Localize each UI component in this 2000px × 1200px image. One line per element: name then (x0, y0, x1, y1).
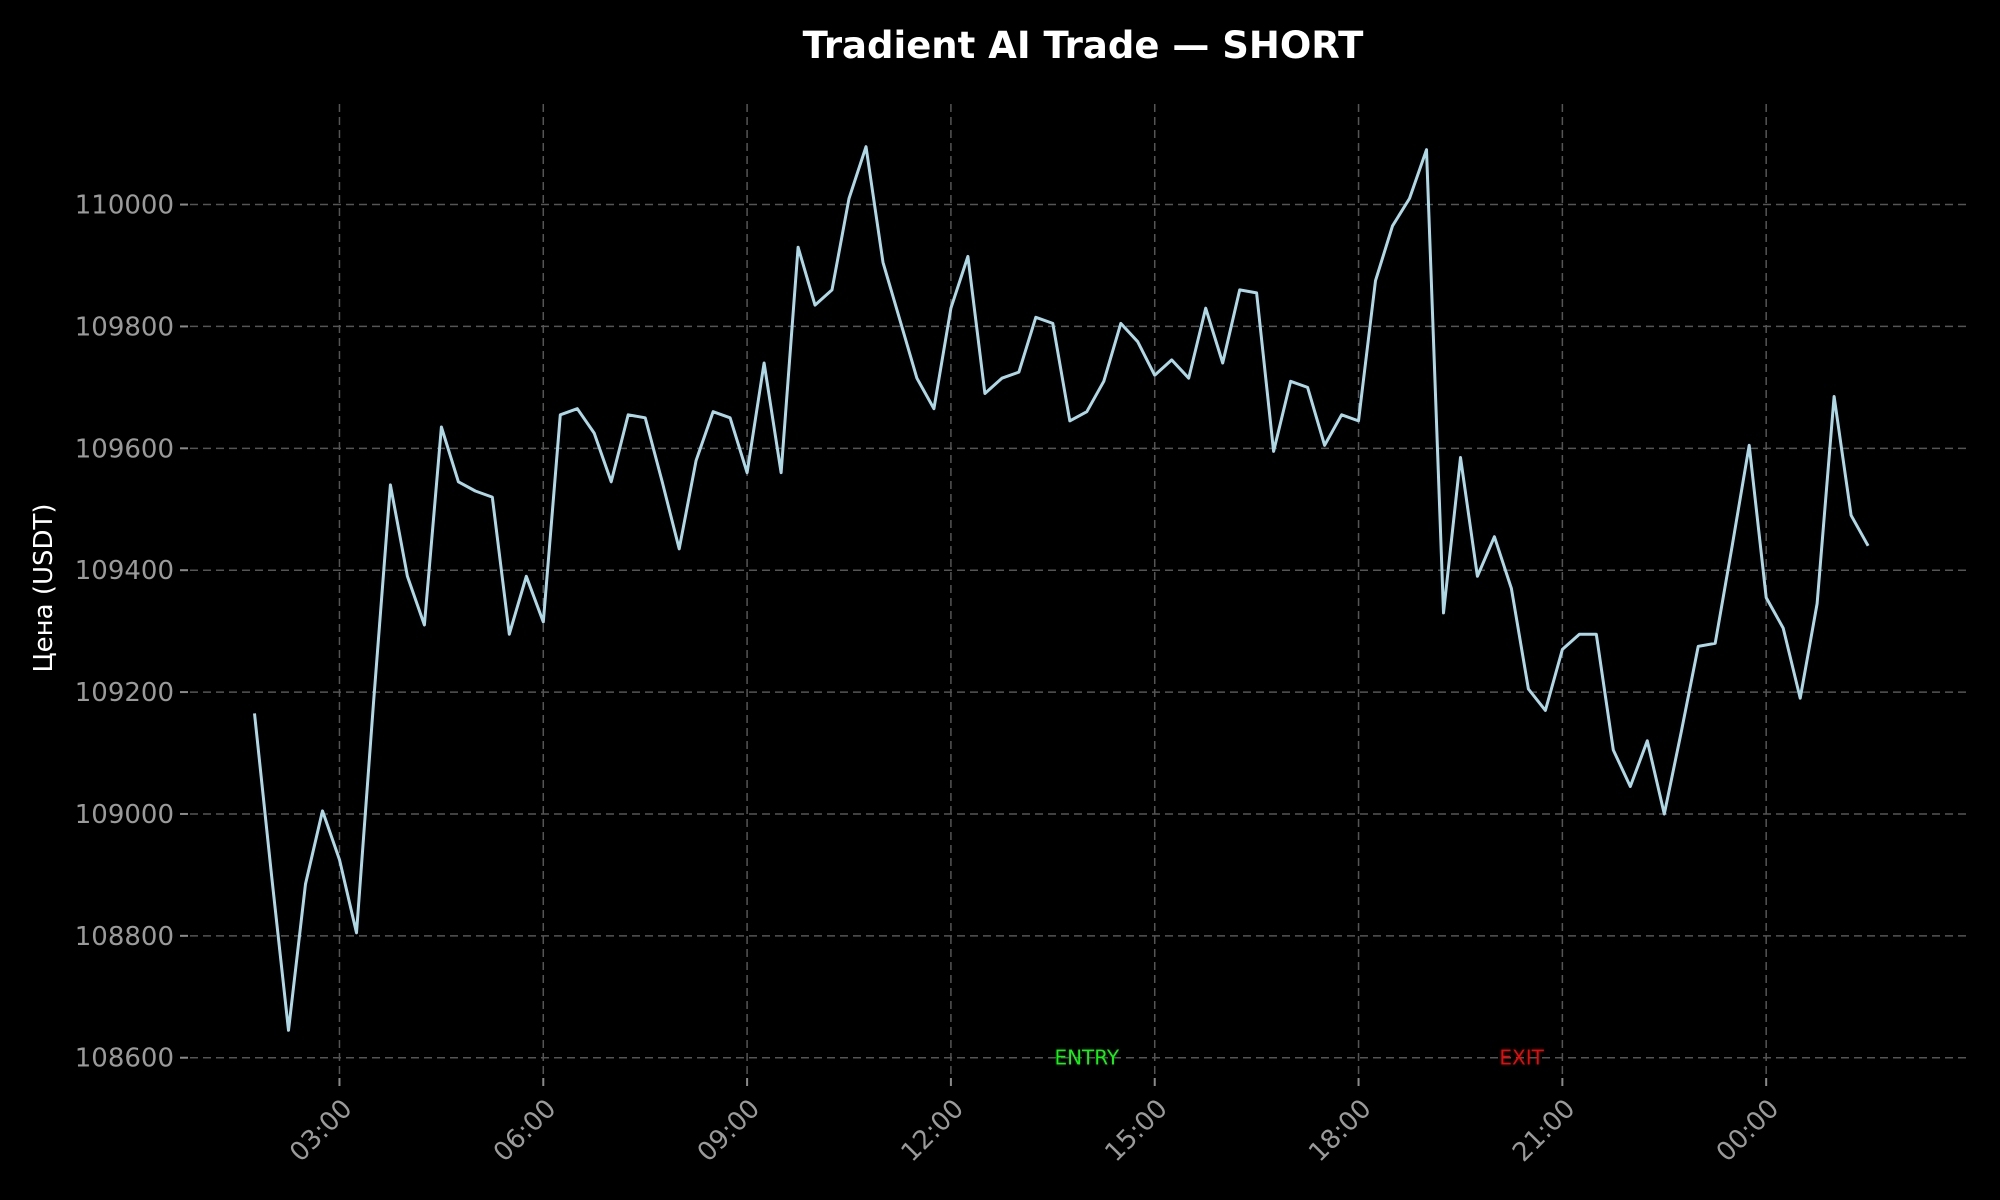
y-tick-label: 109200 (75, 678, 174, 708)
entry-marker-label: ENTRY (1054, 1046, 1119, 1070)
y-tick-label: 109800 (75, 312, 174, 342)
y-tick-label: 108600 (75, 1044, 174, 1074)
y-tick-label: 110000 (75, 191, 174, 221)
chart-title: Tradient AI Trade — SHORT (803, 24, 1364, 67)
y-tick-label: 109400 (75, 556, 174, 586)
y-axis-ticks: 108600 108800 109000 109200 109400 109600 1098… (75, 191, 188, 1074)
y-tick-label: 108800 (75, 922, 174, 952)
price-line (253, 145, 1870, 1032)
exit-marker-label: EXIT (1499, 1046, 1544, 1070)
trade-markers: ENTRY EXIT (1054, 1046, 1544, 1070)
y-tick-label: 109000 (75, 800, 174, 830)
y-axis-label: Цена (USDT) (29, 503, 59, 672)
plot-area (253, 145, 1870, 1032)
y-tick-label: 109600 (75, 434, 174, 464)
